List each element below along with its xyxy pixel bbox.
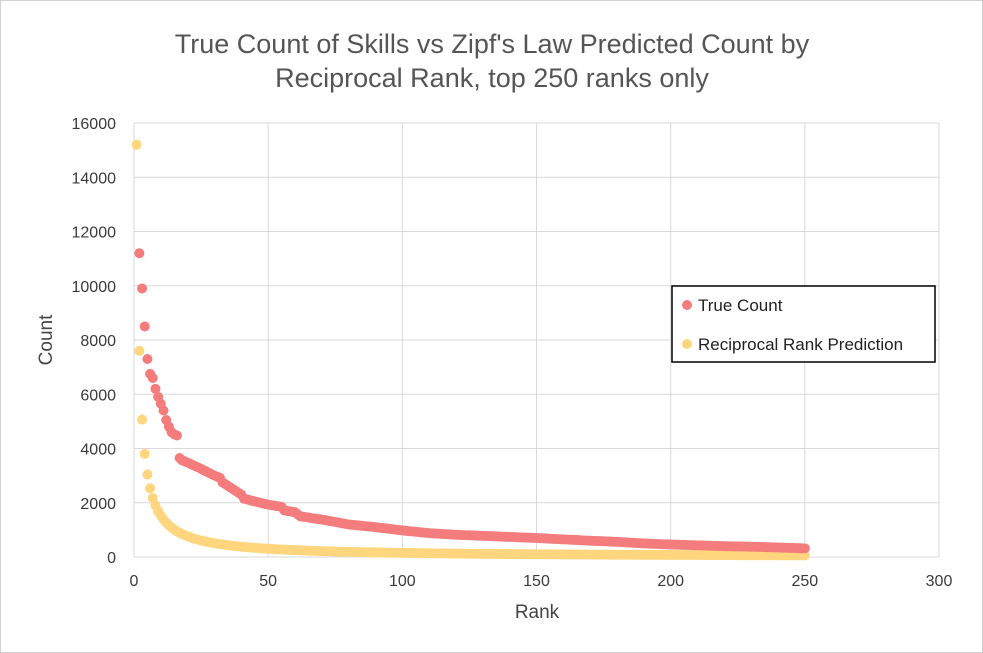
true-count-point: [147, 372, 158, 383]
y-tick-label: 14000: [72, 170, 117, 187]
reciprocal-rank-point: [134, 345, 145, 356]
x-tick-label: 100: [389, 573, 416, 590]
legend: True Count Reciprocal Rank Prediction: [671, 285, 936, 363]
true-count-point: [158, 405, 169, 416]
legend-marker-true-count: [682, 300, 692, 310]
y-tick-label: 2000: [80, 496, 116, 513]
y-tick-label: 12000: [72, 225, 117, 242]
y-tick-label: 0: [107, 550, 116, 567]
true-count-point: [171, 430, 182, 441]
legend-label-true-count: True Count: [698, 296, 783, 315]
legend-marker-reciprocal-rank-prediction: [682, 339, 692, 349]
x-tick-label: 300: [926, 573, 953, 590]
reciprocal-rank-point: [145, 483, 156, 494]
chart-title-line-1: True Count of Skills vs Zipf's Law Predi…: [175, 29, 810, 59]
grid-lines: [133, 122, 940, 558]
y-tick-label: 4000: [80, 442, 116, 459]
x-tick-label: 200: [657, 573, 684, 590]
y-tick-label: 6000: [80, 387, 116, 404]
y-tick-label: 10000: [72, 279, 117, 296]
x-tick-label: 50: [259, 573, 277, 590]
x-tick-label: 250: [791, 573, 818, 590]
true-count-point: [142, 353, 153, 364]
true-count-point: [134, 248, 145, 259]
true-count-point: [137, 283, 148, 294]
true-count-point: [139, 321, 150, 332]
y-axis-ticks: 0 2000 4000 6000 8000 10000 12000 14000 16000: [72, 116, 117, 567]
chart-title-line-2: Reciprocal Rank, top 250 ranks only: [275, 63, 709, 93]
reciprocal-rank-point: [142, 469, 153, 480]
series-reciprocal-rank-prediction: [131, 139, 810, 561]
y-axis-label: Count: [36, 314, 57, 365]
legend-box: [671, 285, 936, 363]
x-axis-label: Rank: [515, 602, 560, 623]
legend-label-reciprocal-rank-prediction: Reciprocal Rank Prediction: [698, 335, 903, 354]
x-tick-label: 150: [523, 573, 550, 590]
y-tick-label: 8000: [80, 333, 116, 350]
reciprocal-rank-point: [131, 139, 142, 150]
x-axis-ticks: 0 50 100 150 200 250 300: [130, 573, 953, 590]
reciprocal-rank-point: [139, 448, 150, 459]
true-count-point: [799, 543, 810, 554]
series-true-count: [134, 248, 810, 554]
reciprocal-rank-point: [137, 414, 148, 425]
x-tick-label: 0: [130, 573, 139, 590]
chart-title: True Count of Skills vs Zipf's Law Predi…: [175, 29, 810, 93]
true-count-point: [150, 383, 161, 394]
y-tick-label: 16000: [72, 116, 117, 133]
